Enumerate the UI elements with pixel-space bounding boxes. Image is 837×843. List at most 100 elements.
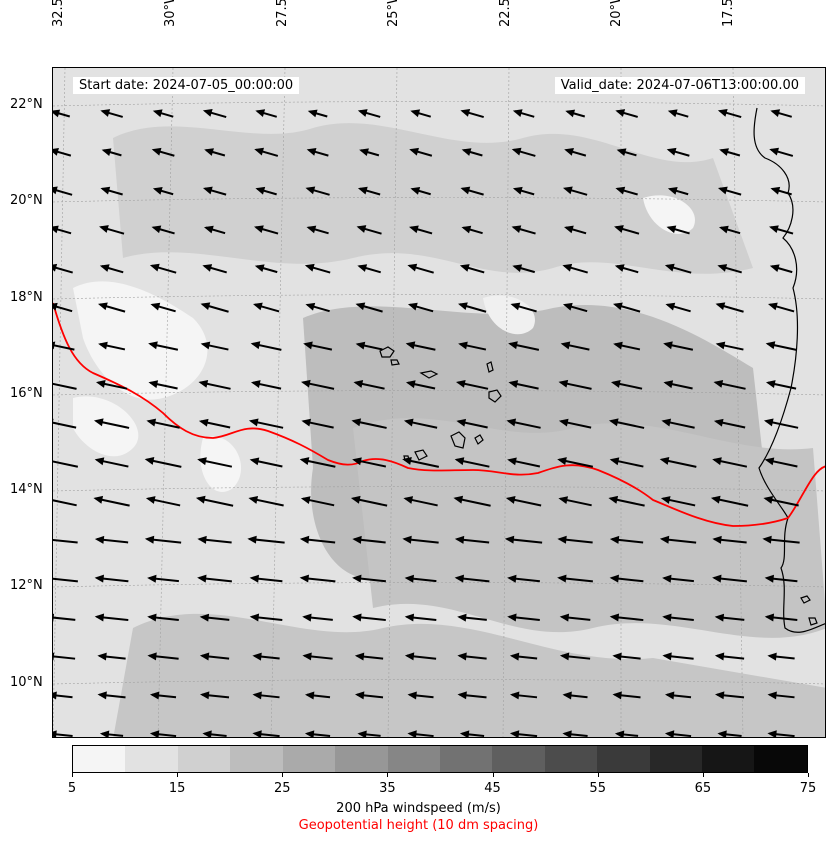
wind-arrow-shaft: [53, 655, 76, 660]
wind-arrow-head: [562, 302, 573, 311]
wind-arrow-head: [97, 691, 107, 700]
wind-arrow-head: [144, 535, 155, 544]
wind-arrow-head: [507, 574, 517, 583]
wind-arrow-head: [404, 574, 414, 583]
wind-arrow-head: [458, 302, 468, 311]
colorbar-tick-label: 5: [67, 781, 77, 796]
wind-arrow-head: [770, 109, 781, 117]
wind-arrow-head: [99, 225, 109, 233]
latitude-label: 16°N: [10, 386, 43, 401]
wind-arrow-head: [662, 652, 672, 661]
wind-arrow-head: [359, 148, 369, 157]
wind-arrow-head: [53, 613, 55, 622]
wind-arrow-head: [557, 574, 567, 583]
wind-arrow-head: [407, 691, 417, 700]
wind-arrow-head: [95, 380, 106, 388]
wind-arrow-shaft: [53, 538, 78, 544]
wind-arrow-shaft: [53, 499, 77, 507]
wind-arrow-head: [299, 457, 310, 465]
wind-arrow-head: [351, 418, 362, 427]
windspeed-band-20-25: [353, 418, 825, 638]
colorbar-segment: [335, 746, 388, 772]
wind-arrow-head: [151, 147, 162, 156]
colorbar-tick-label: 35: [379, 781, 396, 796]
wind-arrow-head: [93, 495, 104, 504]
cape-verde-island: [390, 359, 400, 366]
wind-arrow-head: [404, 613, 415, 622]
wind-arrow-head: [357, 730, 367, 737]
guinea-islands: [800, 595, 818, 626]
colorbar-tick-mark: [597, 773, 599, 777]
wind-arrow-head: [713, 418, 724, 427]
wind-arrow-head: [613, 341, 623, 350]
wind-arrow-head: [563, 225, 574, 234]
wind-arrow-head: [149, 730, 160, 737]
wind-arrow-head: [459, 264, 470, 272]
wind-arrow-head: [100, 186, 111, 195]
wind-arrow-head: [299, 574, 310, 583]
wind-arrow-head: [305, 302, 316, 311]
windspeed-band-5-10: [643, 195, 695, 234]
wind-arrow-head: [512, 109, 523, 117]
wind-arrow-head: [352, 535, 362, 544]
wind-arrow-head: [504, 535, 515, 544]
wind-arrow-head: [764, 457, 775, 466]
wind-arrow-head: [512, 264, 523, 273]
wind-arrow-head: [505, 496, 516, 504]
cape-verde-island: [486, 361, 494, 373]
longitude-label: 20°W: [609, 0, 624, 27]
wind-arrow-head: [511, 225, 522, 234]
wind-arrow-head: [663, 380, 674, 389]
wind-arrow-head: [614, 225, 624, 233]
wind-arrow-head: [252, 652, 262, 661]
wind-arrow-head: [306, 148, 317, 156]
wind-arrow-head: [461, 148, 472, 156]
map-panel[interactable]: Start date: 2024-07-05_00:00:00 Valid_da…: [52, 67, 826, 738]
wind-arrow-shaft: [53, 382, 77, 390]
wind-arrow-head: [198, 379, 209, 388]
parallel-18N: [53, 294, 825, 300]
wind-arrow-head: [609, 613, 620, 622]
windspeed-band-5-10: [73, 396, 139, 457]
wind-arrow-head: [254, 225, 264, 234]
latitude-label: 22°N: [10, 97, 43, 112]
wind-arrow-head: [767, 730, 777, 737]
wind-arrow-head: [197, 457, 207, 466]
wind-arrow-head: [612, 691, 622, 700]
wind-arrow-head: [202, 109, 213, 117]
parallel-20N: [53, 197, 825, 203]
wind-arrow-head: [301, 379, 311, 388]
wind-arrow-head: [609, 535, 620, 544]
latitude-label: 20°N: [10, 193, 43, 208]
cape-verde-island: [414, 449, 428, 461]
wind-arrow-head: [403, 496, 414, 504]
wind-arrow-head: [94, 613, 105, 622]
colorbar: [72, 745, 808, 773]
wind-arrow-head: [198, 418, 209, 427]
cape-verde-island: [450, 431, 466, 449]
wind-arrow-head: [562, 691, 572, 700]
wind-arrow-head: [148, 341, 158, 350]
wind-arrow-head: [510, 691, 520, 700]
wind-arrow-head: [356, 225, 367, 233]
wind-arrow-head: [562, 730, 572, 737]
wind-arrow-head: [53, 418, 54, 422]
wind-arrow-head: [302, 613, 312, 622]
wind-arrow-head: [150, 691, 160, 700]
wind-arrow-head: [402, 535, 412, 544]
wind-arrow-head: [765, 341, 776, 350]
parallel-12N: [53, 582, 825, 588]
wind-arrow-head: [717, 109, 728, 117]
wind-arrow-head: [559, 613, 570, 622]
wind-arrow-head: [712, 535, 722, 544]
colorbar-tick-mark: [808, 773, 809, 777]
wind-arrow-head: [456, 418, 467, 427]
wind-arrow-head: [558, 418, 569, 427]
wind-arrow-head: [53, 341, 56, 350]
wind-arrow-head: [609, 574, 620, 583]
wind-arrow-head: [53, 730, 57, 737]
wind-arrow-head: [560, 341, 571, 350]
windspeed-shading: [73, 123, 825, 737]
windspeed-band-5-10: [483, 295, 535, 335]
wind-arrow-head: [202, 730, 212, 737]
